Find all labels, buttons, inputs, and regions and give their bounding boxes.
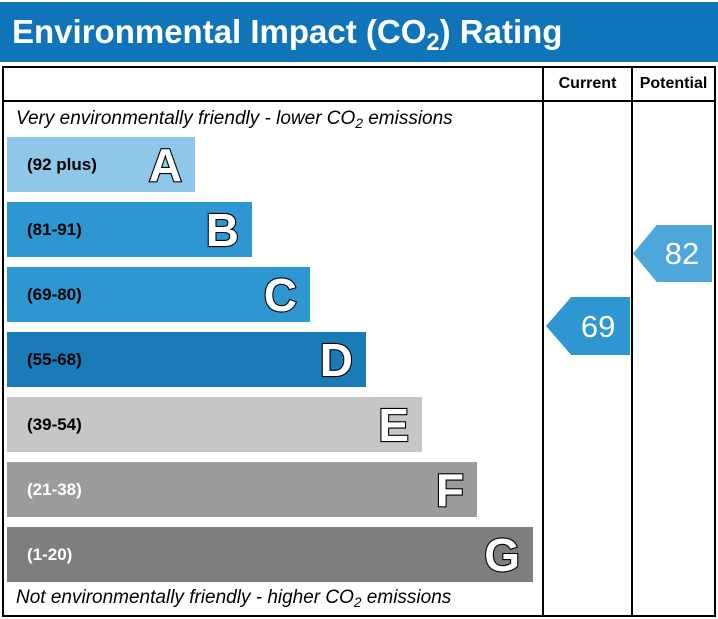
page-title: Environmental Impact (CO2) Rating [12, 13, 563, 54]
band-range-e: (39-54) [27, 414, 82, 434]
band-range-a: (92 plus) [27, 154, 97, 174]
co2-subscript: 2 [426, 28, 440, 56]
band-row-d: (55-68) D [7, 332, 366, 387]
band-row-g: (1-20) G [7, 527, 533, 582]
current-column-divider [542, 68, 544, 615]
band-letter-c: C [263, 268, 298, 321]
band-range-b: (81-91) [27, 219, 82, 239]
band-letter-d: D [319, 333, 354, 386]
current-rating-arrow: 69 [546, 297, 630, 355]
band-letter-b: B [205, 203, 240, 256]
band-letter-f: F [435, 463, 465, 516]
potential-column-divider [631, 68, 633, 615]
potential-rating-arrow: 82 [633, 225, 712, 282]
header-divider-line [4, 100, 714, 102]
current-rating-value: 69 [580, 308, 616, 344]
band-row-f: (21-38) F [7, 462, 477, 517]
band-letter-e: E [377, 398, 410, 451]
column-header-current: Current [558, 75, 617, 92]
band-range-g: (1-20) [27, 544, 73, 564]
page-title-text: Environmental Impact (CO [12, 13, 427, 50]
top-note-text: Very environmentally friendly - lower CO [16, 108, 356, 129]
potential-rating-value: 82 [664, 236, 700, 271]
band-row-b: (81-91) B [7, 202, 252, 257]
top-note: Very environmentally friendly - lower CO… [16, 108, 453, 130]
bottom-note-suffix: emissions [361, 587, 452, 608]
top-note-suffix: emissions [362, 108, 453, 129]
co2-subscript: 2 [355, 115, 363, 131]
column-header-potential: Potential [639, 75, 708, 92]
bottom-note: Not environmentally friendly - higher CO… [16, 587, 451, 609]
band-row-e: (39-54) E [7, 397, 422, 452]
band-range-f: (21-38) [27, 479, 82, 499]
co2-subscript: 2 [353, 594, 362, 610]
title-banner: Environmental Impact (CO2) Rating [0, 2, 718, 62]
bottom-note-text: Not environmentally friendly - higher CO [16, 587, 354, 608]
rating-table: Current Potential Very environmentally f… [2, 66, 716, 617]
band-range-c: (69-80) [27, 284, 82, 304]
band-letter-a: A [148, 138, 183, 191]
band-row-a: (92 plus) A [7, 137, 195, 192]
page-title-suffix: ) Rating [439, 13, 563, 50]
band-letter-g: G [483, 528, 521, 581]
band-range-d: (55-68) [27, 349, 82, 369]
band-row-c: (69-80) C [7, 267, 310, 322]
